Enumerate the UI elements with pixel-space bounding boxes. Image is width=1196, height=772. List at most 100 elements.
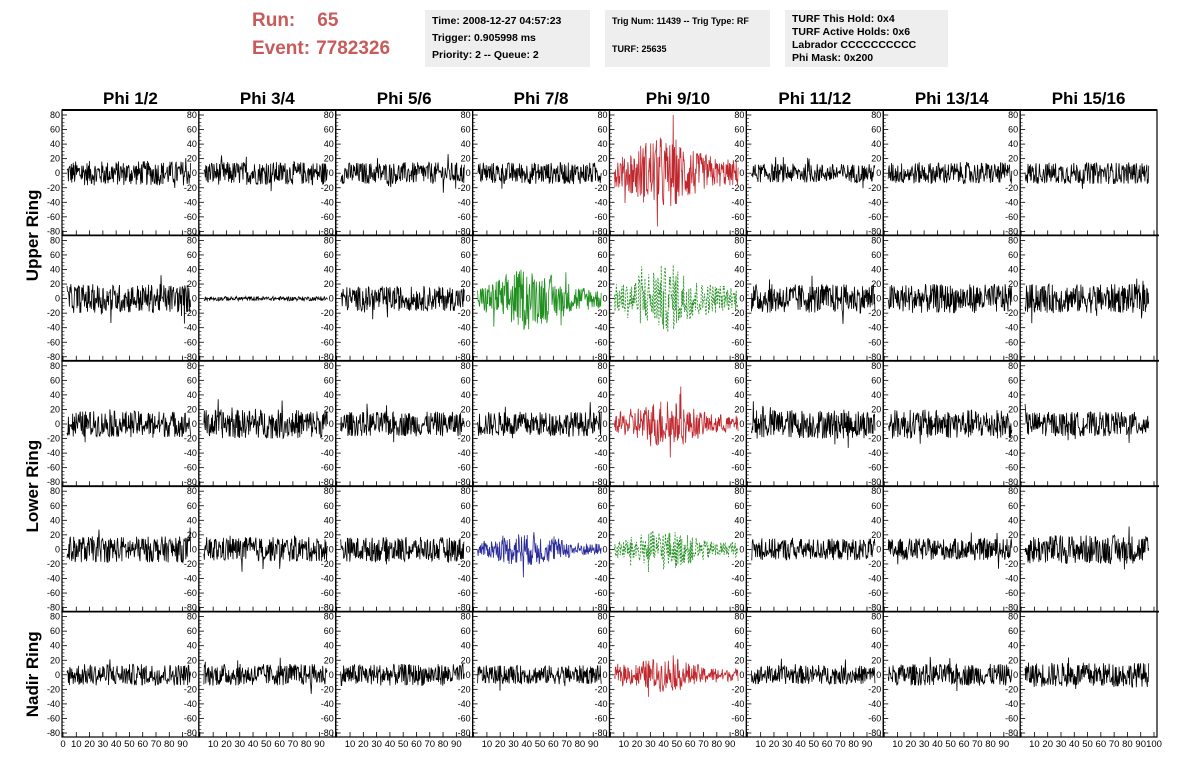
turf-this-hold-text: TURF This Hold: 0x4 [792, 13, 895, 25]
y-tick-label: 0 [329, 670, 334, 680]
run-value: 65 [317, 10, 339, 31]
y-tick-label: -80 [1005, 728, 1018, 738]
x-tick-label: 10 [755, 739, 766, 750]
waveform-trace [203, 295, 328, 303]
y-tick-label: 60 [734, 125, 744, 135]
y-tick-label: 20 [734, 404, 744, 414]
y-tick-label: -20 [458, 684, 471, 694]
y-tick-label: -20 [1005, 684, 1018, 694]
x-tick-label: 70 [972, 739, 983, 750]
y-tick-label: -60 [731, 337, 744, 347]
y-tick-label: 20 [50, 154, 60, 164]
y-tick-label: -80 [184, 728, 197, 738]
y-tick-label: 40 [1008, 641, 1018, 651]
y-tick-label: 60 [871, 626, 881, 636]
y-tick-label: -60 [594, 463, 607, 473]
y-tick-label: -20 [731, 434, 744, 444]
waveform-trace [66, 409, 191, 443]
y-tick-label: 40 [734, 139, 744, 149]
y-tick-label: 60 [461, 626, 471, 636]
x-tick-label: 90 [451, 739, 462, 750]
y-tick-label: 20 [734, 655, 744, 665]
y-tick-label: -80 [321, 226, 334, 236]
y-tick-label: -20 [458, 308, 471, 318]
x-tick-label: 100 [1146, 739, 1162, 750]
y-tick-label: -40 [458, 197, 471, 207]
y-tick-label: 20 [871, 655, 881, 665]
waveform-trace [1024, 162, 1150, 189]
y-tick-label: -20 [868, 684, 881, 694]
y-tick-label: 60 [50, 626, 60, 636]
y-tick-label: 20 [50, 404, 60, 414]
y-tick-label: 0 [192, 544, 197, 554]
y-tick-label: 80 [461, 110, 471, 120]
y-tick-label: 0 [192, 419, 197, 429]
y-tick-label: -60 [868, 463, 881, 473]
y-tick-label: -60 [321, 588, 334, 598]
y-tick-label: -60 [1005, 588, 1018, 598]
y-tick-label: 20 [50, 655, 60, 665]
y-tick-label: 80 [187, 235, 197, 245]
y-tick-label: 0 [739, 419, 744, 429]
y-tick-label: 80 [597, 486, 607, 496]
x-tick-label: 50 [398, 739, 409, 750]
y-tick-label: -20 [594, 308, 607, 318]
trig-info-box: Trig Num: 11439 -- Trig Type: RF TURF: 2… [605, 10, 770, 67]
column-header: Phi 7/8 [514, 89, 569, 108]
y-tick-label: 60 [461, 501, 471, 511]
y-tick-label: 60 [734, 501, 744, 511]
y-tick-label: -80 [868, 352, 881, 362]
waveform-trace [477, 664, 602, 691]
y-tick-label: -40 [1005, 197, 1018, 207]
x-tick-label: 10 [1029, 739, 1040, 750]
y-tick-label: -80 [184, 477, 197, 487]
y-tick-label: 20 [187, 279, 197, 289]
y-tick-label: 0 [602, 419, 607, 429]
y-tick-label: 0 [466, 544, 471, 554]
y-tick-label: 40 [461, 515, 471, 525]
y-tick-label: -80 [321, 728, 334, 738]
y-tick-label: -20 [594, 559, 607, 569]
y-tick-label: -20 [868, 183, 881, 193]
y-tick-label: -60 [321, 212, 334, 222]
y-tick-label: 80 [734, 361, 744, 371]
x-tick-label: 20 [495, 739, 506, 750]
y-tick-label: -80 [184, 352, 197, 362]
column-header: Phi 5/6 [377, 89, 432, 108]
x-tick-label: 30 [782, 739, 793, 750]
x-tick-label: 70 [835, 739, 846, 750]
x-tick-label: 60 [822, 739, 833, 750]
turf-active-holds-text: TURF Active Holds: 0x6 [792, 26, 911, 38]
y-tick-label: -60 [731, 588, 744, 598]
x-tick-label: 30 [98, 739, 109, 750]
y-tick-label: -80 [868, 728, 881, 738]
y-tick-label: 80 [597, 612, 607, 622]
labrador-text: Labrador CCCCCCCCCC [792, 39, 917, 51]
y-tick-label: -40 [321, 574, 334, 584]
y-tick-label: -60 [321, 463, 334, 473]
x-tick-label: 0 [60, 739, 65, 750]
y-tick-label: 60 [324, 125, 334, 135]
y-tick-label: 40 [324, 515, 334, 525]
x-tick-label: 60 [685, 739, 696, 750]
y-tick-label: 80 [1008, 361, 1018, 371]
y-tick-label: 80 [1008, 110, 1018, 120]
waveform-trace [203, 399, 328, 440]
y-tick-label: 60 [50, 501, 60, 511]
y-tick-label: 20 [871, 279, 881, 289]
y-tick-label: 60 [871, 375, 881, 385]
priority-text: Priority: 2 -- Queue: 2 [432, 49, 539, 61]
x-tick-label: 40 [658, 739, 669, 750]
y-tick-label: 60 [187, 250, 197, 260]
y-tick-label: 0 [1013, 670, 1018, 680]
y-tick-label: 40 [597, 515, 607, 525]
y-tick-label: -20 [47, 684, 60, 694]
y-tick-label: -80 [594, 226, 607, 236]
x-tick-label: 20 [358, 739, 369, 750]
y-tick-label: 80 [187, 486, 197, 496]
x-tick-label: 50 [672, 739, 683, 750]
y-tick-label: 20 [871, 530, 881, 540]
y-tick-label: 40 [324, 641, 334, 651]
y-tick-label: -20 [321, 559, 334, 569]
y-tick-label: -40 [47, 197, 60, 207]
